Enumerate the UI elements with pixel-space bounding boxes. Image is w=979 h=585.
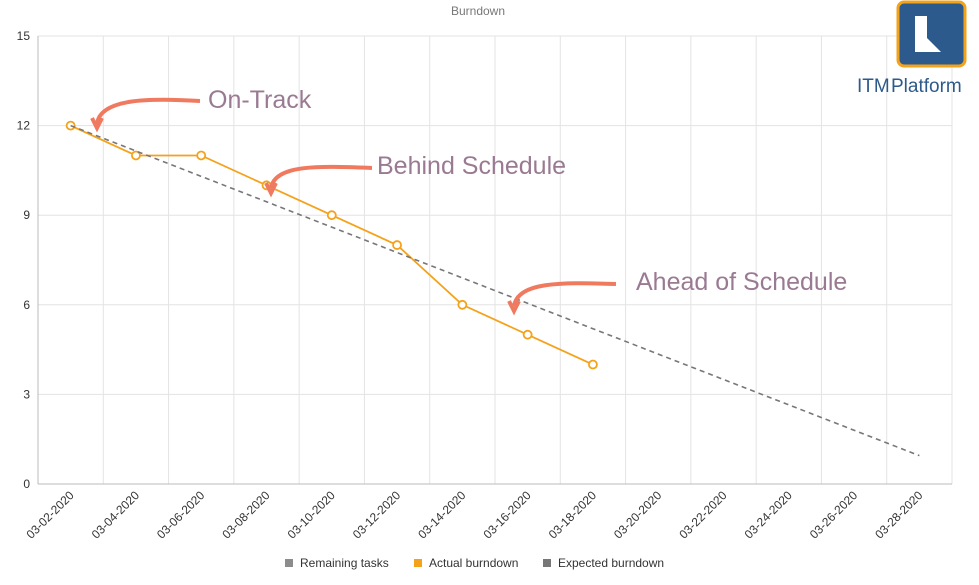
y-tick-label: 3	[23, 387, 30, 401]
legend-swatch	[414, 559, 422, 567]
legend-swatch	[543, 559, 551, 567]
annotation-arrows	[90, 97, 617, 316]
x-tick-label: 03-18-2020	[546, 488, 600, 542]
y-tick-label: 15	[17, 29, 31, 43]
x-tick-label: 03-26-2020	[807, 488, 861, 542]
x-tick-label: 03-20-2020	[611, 488, 665, 542]
logo-product: Platform	[891, 76, 962, 97]
point	[588, 359, 598, 370]
logo-brand: ITM	[857, 76, 890, 97]
x-tick-label: 03-22-2020	[676, 488, 730, 542]
y-tick-label: 12	[17, 119, 31, 133]
x-tick-label: 03-28-2020	[872, 488, 926, 542]
x-tick-label: 03-10-2020	[285, 488, 339, 542]
x-tick-label: 03-14-2020	[415, 488, 469, 542]
annotation: Behind Schedule	[377, 152, 566, 180]
chart-title: Burndown	[451, 4, 505, 18]
point	[392, 240, 402, 250]
legend-swatch	[285, 559, 293, 567]
x-tick-label: 03-06-2020	[154, 488, 208, 542]
x-tick-label: 03-16-2020	[480, 488, 534, 542]
point	[457, 299, 468, 310]
x-tick-label: 03-12-2020	[350, 488, 404, 542]
arrow	[95, 97, 201, 125]
point	[196, 150, 207, 161]
logo-icon	[896, 0, 967, 68]
series-line	[70, 124, 920, 457]
point	[326, 210, 337, 221]
y-tick-label: 0	[23, 477, 30, 491]
annotation: On-Track	[208, 86, 312, 114]
x-tick-label: 03-02-2020	[23, 488, 77, 542]
point	[522, 329, 533, 340]
arrow	[512, 281, 617, 307]
legend-label: Expected burndown	[558, 556, 664, 570]
arrow-head	[90, 117, 104, 133]
point	[131, 150, 141, 161]
arrow	[269, 164, 373, 189]
x-tick-label: 03-04-2020	[89, 488, 143, 542]
x-tick-label: 03-08-2020	[219, 488, 273, 542]
y-tick-label: 6	[23, 298, 30, 312]
arrow-head	[507, 300, 521, 316]
logo-glyph	[915, 16, 941, 52]
legend-label: Remaining tasks	[300, 556, 389, 570]
legend-label: Actual burndown	[429, 556, 518, 570]
logo: ITM Platform	[857, 0, 967, 97]
annotation: Ahead of Schedule	[636, 268, 847, 296]
arrow-head	[264, 182, 278, 198]
y-tick-label: 9	[23, 208, 30, 222]
x-tick-label: 03-24-2020	[742, 488, 796, 542]
